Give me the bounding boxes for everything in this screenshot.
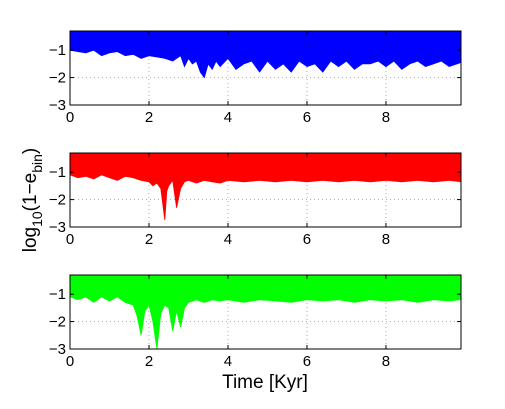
x-tick-label: 2 bbox=[145, 109, 153, 126]
y-axis-label: log10(1−ebin) bbox=[20, 148, 45, 253]
x-tick-label: 8 bbox=[382, 109, 390, 126]
axes-frame bbox=[69, 152, 462, 228]
x-tick-label: 6 bbox=[303, 109, 311, 126]
x-tick-label: 4 bbox=[224, 353, 232, 370]
y-axis-label-end: ) bbox=[20, 148, 41, 154]
y-tick-label: −3 bbox=[49, 219, 66, 236]
x-tick-label: 2 bbox=[145, 353, 153, 370]
x-tick-label: 4 bbox=[224, 109, 232, 126]
x-tick-label: 2 bbox=[145, 231, 153, 248]
x-tick-label: 0 bbox=[66, 353, 74, 370]
axes-frame bbox=[69, 274, 462, 350]
y-tick-label: −2 bbox=[49, 314, 66, 331]
y-axis-label-sub2: bin bbox=[29, 154, 45, 173]
y-axis-label-main: log bbox=[20, 227, 41, 252]
axes-frame bbox=[69, 30, 462, 106]
x-tick-label: 8 bbox=[382, 231, 390, 248]
x-tick-label: 4 bbox=[224, 231, 232, 248]
y-axis-label-mid: (1−e bbox=[20, 173, 41, 212]
x-tick-label: 0 bbox=[66, 109, 74, 126]
series-band bbox=[69, 30, 462, 79]
x-tick-label: 6 bbox=[303, 353, 311, 370]
y-axis-label-sub: 10 bbox=[29, 211, 45, 227]
series-band bbox=[69, 274, 462, 350]
y-tick-label: −1 bbox=[49, 286, 66, 303]
x-tick-label: 0 bbox=[66, 231, 74, 248]
x-axis-label: Time [Kyr] bbox=[222, 372, 308, 393]
y-tick-label: −3 bbox=[49, 97, 66, 114]
x-tick-label: 6 bbox=[303, 231, 311, 248]
panel-2: 0 2 4 6 8 −1 −2 −3 bbox=[49, 152, 462, 248]
panel-3: 0 2 4 6 8 −1 −2 −3 bbox=[49, 274, 462, 370]
panel-1: 0 2 4 6 8 −1 −2 −3 bbox=[49, 30, 462, 126]
x-tick-label: 8 bbox=[382, 353, 390, 370]
y-tick-label: −1 bbox=[49, 164, 66, 181]
y-tick-label: −3 bbox=[49, 341, 66, 358]
series-band bbox=[69, 152, 462, 221]
y-tick-label: −2 bbox=[49, 192, 66, 209]
y-tick-label: −2 bbox=[49, 70, 66, 87]
y-tick-label: −1 bbox=[49, 42, 66, 59]
